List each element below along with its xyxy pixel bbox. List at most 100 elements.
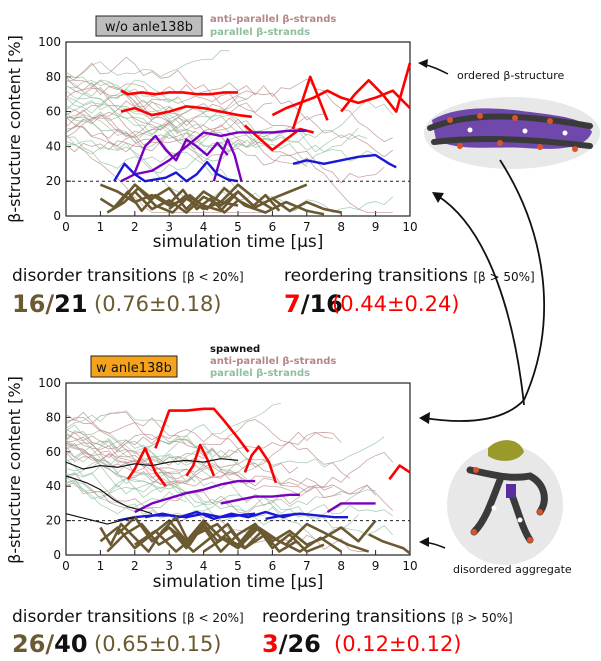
- reorder-ratio: (0.44±0.24): [332, 292, 460, 316]
- x-axis-label: simulation time [μs]: [153, 232, 324, 252]
- parallel-trace: [65, 89, 273, 153]
- disorder-title-text: disorder transitions: [12, 266, 177, 286]
- antiparallel-trace: [65, 436, 196, 482]
- black-series-line: [65, 513, 135, 525]
- parallel-trace: [65, 479, 394, 536]
- y-tick-label: 0: [53, 548, 61, 562]
- red-series-line: [340, 62, 412, 113]
- condition-tag: [95, 15, 203, 37]
- x-tick-label: 7: [303, 559, 311, 573]
- y-tick-label: 100: [38, 35, 61, 49]
- x-tick-label: 1: [97, 559, 105, 573]
- disorder-transitions-title: disorder transitions [β < 20%]: [12, 266, 244, 286]
- x-tick-label: 4: [200, 559, 208, 573]
- antiparallel-trace: [65, 442, 394, 511]
- purple-series-line: [120, 129, 307, 183]
- blue-series-line: [265, 512, 349, 521]
- reorder-numerator: 3: [262, 630, 279, 658]
- antiparallel-trace: [65, 102, 308, 147]
- reorder-numerator: 7: [284, 290, 301, 318]
- blue-series-line: [117, 512, 256, 522]
- x-tick-label: 9: [372, 559, 380, 573]
- purple-series-line: [134, 479, 256, 514]
- parallel-trace: [65, 93, 368, 153]
- y-tick-label: 80: [46, 70, 61, 84]
- condition-tag-label: w/o anle138b: [105, 20, 193, 35]
- reorder-ratio: (0.12±0.12): [334, 632, 462, 656]
- parallel-trace: [65, 112, 230, 162]
- antiparallel-trace: [65, 416, 333, 491]
- disordered-aggregate-label: disordered aggregate: [453, 563, 572, 576]
- reordering-transitions-title: reordering transitions [β > 50%]: [284, 266, 535, 286]
- x-tick-label: 10: [402, 559, 417, 573]
- brown-series-line: [168, 519, 377, 550]
- blue-series-line: [144, 510, 297, 521]
- y-tick-label: 40: [46, 139, 61, 153]
- condition-tag-label: w anle138b: [96, 361, 172, 376]
- reorder-title-text: reordering transitions: [262, 607, 446, 627]
- y-tick-label: 80: [46, 410, 61, 424]
- x-tick-label: 8: [337, 220, 345, 234]
- x-tick-label: 8: [337, 559, 345, 573]
- ordered-structure-label: ordered β-structure: [457, 69, 564, 82]
- condition-tag: [90, 355, 178, 378]
- parallel-trace: [65, 410, 170, 429]
- brown-series-line: [202, 522, 370, 553]
- black-series-line: [65, 458, 239, 470]
- disorder-condition: [β < 20%]: [182, 611, 244, 625]
- antiparallel-trace: [65, 109, 394, 158]
- fraction-slash: /: [45, 630, 55, 658]
- brown-series-line: [168, 183, 308, 213]
- red-series-line: [388, 464, 411, 481]
- disorder-fraction: 26/40: [12, 630, 88, 658]
- antiparallel-trace: [65, 100, 393, 213]
- red-series-line: [243, 445, 278, 484]
- disorder-condition: [β < 20%]: [182, 270, 244, 284]
- x-tick-label: 4: [200, 220, 208, 234]
- blue-series-line: [292, 153, 397, 169]
- fraction-slash: /: [300, 290, 310, 318]
- antiparallel-trace: [65, 56, 325, 121]
- disorder-transitions-title: disorder transitions [β < 20%]: [12, 607, 244, 627]
- antiparallel-trace: [65, 444, 299, 474]
- reordering-transitions-title: reordering transitions [β > 50%]: [262, 607, 513, 627]
- x-tick-label: 3: [165, 559, 173, 573]
- x-tick-label: 2: [131, 220, 139, 234]
- reorder-fraction: 3/26: [262, 630, 321, 658]
- arrowhead-ordered: [418, 59, 428, 68]
- arrow-to-top-chart: [437, 195, 525, 406]
- antiparallel-trace: [65, 80, 170, 123]
- red-series-line: [291, 75, 329, 130]
- red-series-line: [120, 105, 252, 119]
- x-tick-label: 5: [234, 559, 242, 573]
- black-series-line: [65, 475, 153, 515]
- x-tick-label: 10: [402, 220, 417, 234]
- x-tick-label: 0: [62, 559, 70, 573]
- parallel-trace: [65, 432, 342, 507]
- legend-antiparallel: anti-parallel β-strands: [210, 356, 336, 367]
- disorder-ratio: (0.76±0.18): [94, 292, 222, 316]
- antiparallel-trace: [65, 411, 342, 468]
- x-tick-label: 0: [62, 220, 70, 234]
- legend-spawned: spawned: [210, 344, 260, 355]
- reorder-denominator: 26: [287, 630, 321, 658]
- arrowhead-top-chart: [432, 192, 444, 203]
- antiparallel-trace: [65, 140, 264, 213]
- parallel-trace: [65, 134, 299, 214]
- reorder-denominator: 16: [309, 290, 343, 318]
- brown-series-line: [368, 533, 411, 555]
- arrowhead-disordered: [419, 537, 429, 547]
- antiparallel-trace: [65, 448, 239, 473]
- antiparallel-trace: [65, 434, 376, 498]
- parallel-trace: [65, 458, 376, 522]
- y-tick-label: 60: [46, 445, 61, 459]
- parallel-trace: [65, 475, 187, 515]
- parallel-trace: [65, 107, 376, 162]
- y-tick-label: 60: [46, 105, 61, 119]
- x-tick-label: 1: [97, 220, 105, 234]
- y-tick-label: 20: [46, 514, 61, 528]
- legend-antiparallel: anti-parallel β-strands: [210, 14, 336, 25]
